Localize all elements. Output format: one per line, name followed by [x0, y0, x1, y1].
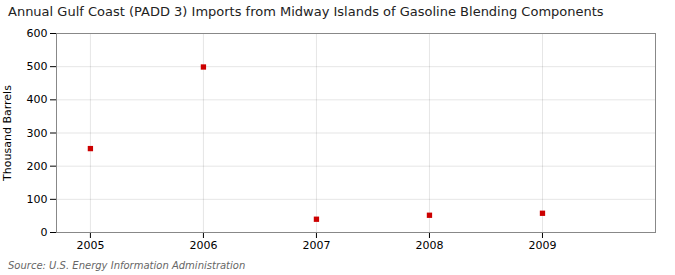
svg-text:2007: 2007	[302, 239, 330, 252]
html-text:Source: U.S. Energy Informatio: Source: U.S. Energy Information Administ…	[8, 260, 246, 271]
svg-text:400: 400	[27, 93, 48, 106]
svg-text:2005: 2005	[76, 239, 104, 252]
svg-text:500: 500	[27, 60, 48, 73]
svg-text:2008: 2008	[415, 239, 443, 252]
html-text:Annual Gulf Coast (PADD 3) Imp: Annual Gulf Coast (PADD 3) Imports from …	[8, 4, 604, 19]
svg-text:2006: 2006	[189, 239, 217, 252]
svg-text:600: 600	[27, 27, 48, 40]
svg-text:100: 100	[27, 193, 48, 206]
svg-text:300: 300	[27, 127, 48, 140]
svg-text:200: 200	[27, 160, 48, 173]
svg-text:Thousand Barrels: Thousand Barrels	[1, 85, 14, 182]
svg-text:0: 0	[41, 226, 48, 239]
svg-text:2009: 2009	[528, 239, 556, 252]
